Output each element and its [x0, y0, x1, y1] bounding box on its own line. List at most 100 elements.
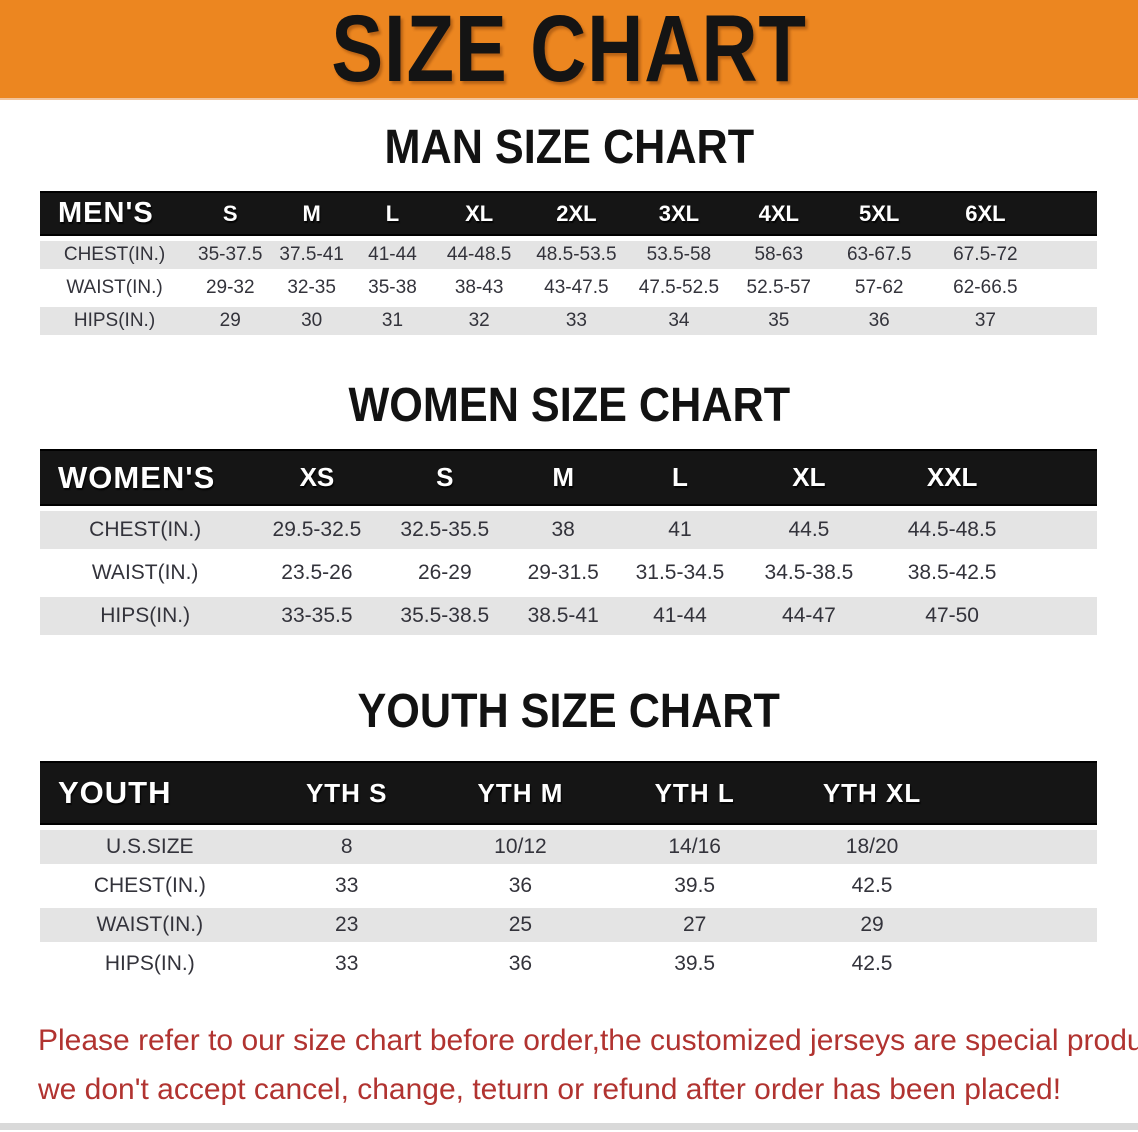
- measurement-label: CHEST(IN.): [40, 511, 251, 549]
- table-row: CHEST(IN.) 35-37.5 37.5-41 41-44 44-48.5 48.5…: [40, 241, 1097, 269]
- table-row: HIPS(IN.) 33 36 39.5 42.5: [40, 947, 1097, 981]
- youth-size-table: YOUTH YTH S YTH M YTH L YTH XL U.S.SIZE 8 10/12…: [40, 756, 1097, 986]
- size-column-header: XL: [739, 449, 879, 506]
- table-row: U.S.SIZE 8 10/12 14/16 18/20: [40, 830, 1097, 864]
- size-value: 18/20: [782, 830, 962, 864]
- measurement-label: WAIST(IN.): [40, 274, 190, 302]
- youth-size-heading-text: YOUTH SIZE CHART: [357, 685, 781, 738]
- table-row: HIPS(IN.) 29 30 31 32 33 34 35 36 37: [40, 307, 1097, 335]
- size-value: 34.5-38.5: [739, 554, 879, 592]
- size-value: 36: [433, 869, 608, 903]
- size-column-header: YTH M: [433, 761, 608, 825]
- size-value: 33: [525, 307, 628, 335]
- row-filler: [961, 869, 1097, 903]
- measurement-label: WAIST(IN.): [40, 554, 251, 592]
- size-column-header: 6XL: [930, 191, 1040, 236]
- disclaimer-line-2: we don't accept cancel, change, teturn o…: [38, 1073, 1062, 1106]
- size-value: 27: [607, 908, 783, 942]
- size-value: 32: [433, 307, 526, 335]
- size-value: 36: [827, 307, 931, 335]
- size-column-header: 3XL: [627, 191, 731, 236]
- size-value: 29.5-32.5: [250, 511, 384, 549]
- youth-size-heading: YOUTH SIZE CHART: [0, 686, 1138, 738]
- page-title: SIZE CHART: [331, 0, 807, 102]
- measurement-label: CHEST(IN.): [40, 241, 190, 269]
- size-value: 34: [627, 307, 731, 335]
- table-corner-label: MEN'S: [40, 191, 190, 236]
- size-column-header: XXL: [878, 449, 1027, 506]
- women-size-heading: WOMEN SIZE CHART: [0, 380, 1138, 432]
- size-column-header: L: [620, 449, 740, 506]
- size-value: 38.5-41: [506, 597, 621, 635]
- row-filler: [1026, 554, 1097, 592]
- size-header-row: YOUTH YTH S YTH M YTH L YTH XL: [40, 761, 1097, 825]
- size-value: 44-48.5: [433, 241, 526, 269]
- size-value: 58-63: [730, 241, 828, 269]
- size-value: 23: [259, 908, 434, 942]
- size-value: 63-67.5: [827, 241, 931, 269]
- size-value: 30: [271, 307, 352, 335]
- size-column-header: M: [271, 191, 352, 236]
- measurement-label: HIPS(IN.): [40, 597, 251, 635]
- size-value: 38-43: [433, 274, 526, 302]
- size-column-header: YTH S: [259, 761, 434, 825]
- row-filler: [1039, 274, 1097, 302]
- size-column-header: M: [506, 449, 621, 506]
- size-column-header: S: [383, 449, 507, 506]
- table-row: WAIST(IN.) 23.5-26 26-29 29-31.5 31.5-34.5 34…: [40, 554, 1097, 592]
- table-corner-label: YOUTH: [40, 761, 260, 825]
- header-filler: [961, 761, 1097, 825]
- size-value: 47.5-52.5: [627, 274, 731, 302]
- size-value: 41-44: [620, 597, 740, 635]
- table-row: CHEST(IN.) 33 36 39.5 42.5: [40, 869, 1097, 903]
- size-value: 35-37.5: [189, 241, 272, 269]
- size-value: 39.5: [607, 947, 783, 981]
- size-value: 57-62: [827, 274, 931, 302]
- row-filler: [1039, 241, 1097, 269]
- table-corner-label: WOMEN'S: [40, 449, 251, 506]
- youth-size-section: YOUTH SIZE CHART YOUTH YTH S YTH M YTH L YTH…: [0, 686, 1138, 986]
- banner: SIZE CHART: [0, 0, 1138, 100]
- measurement-label: WAIST(IN.): [40, 908, 260, 942]
- man-size-heading: MAN SIZE CHART: [0, 122, 1138, 174]
- size-value: 44.5-48.5: [878, 511, 1027, 549]
- size-value: 42.5: [782, 947, 962, 981]
- size-value: 25: [433, 908, 608, 942]
- size-value: 10/12: [433, 830, 608, 864]
- size-value: 31: [351, 307, 434, 335]
- size-value: 41: [620, 511, 740, 549]
- size-value: 33: [259, 947, 434, 981]
- size-value: 32.5-35.5: [383, 511, 507, 549]
- row-filler: [961, 830, 1097, 864]
- size-value: 42.5: [782, 869, 962, 903]
- size-column-header: 5XL: [827, 191, 931, 236]
- size-value: 37.5-41: [271, 241, 352, 269]
- size-column-header: YTH L: [607, 761, 783, 825]
- size-column-header: 2XL: [525, 191, 628, 236]
- size-value: 37: [930, 307, 1040, 335]
- man-size-table: MEN'S S M L XL 2XL 3XL 4XL 5XL 6XL CHEST(IN.) 35-37…: [40, 186, 1097, 340]
- size-value: 26-29: [383, 554, 507, 592]
- size-value: 33: [259, 869, 434, 903]
- size-value: 31.5-34.5: [620, 554, 740, 592]
- size-value: 29: [189, 307, 272, 335]
- size-value: 53.5-58: [627, 241, 731, 269]
- measurement-label: HIPS(IN.): [40, 947, 260, 981]
- disclaimer-line-1: Please refer to our size chart before or…: [38, 1024, 1138, 1057]
- size-column-header: L: [351, 191, 434, 236]
- measurement-label: CHEST(IN.): [40, 869, 260, 903]
- measurement-label: U.S.SIZE: [40, 830, 260, 864]
- size-column-header: YTH XL: [782, 761, 962, 825]
- size-value: 35: [730, 307, 828, 335]
- header-filler: [1026, 449, 1097, 506]
- size-value: 33-35.5: [250, 597, 384, 635]
- size-value: 43-47.5: [525, 274, 628, 302]
- size-header-row: MEN'S S M L XL 2XL 3XL 4XL 5XL 6XL: [40, 191, 1097, 236]
- man-size-section: MAN SIZE CHART MEN'S S M L XL 2XL 3XL 4XL 5XL 6XL…: [0, 122, 1138, 340]
- size-value: 35-38: [351, 274, 434, 302]
- table-row: HIPS(IN.) 33-35.5 35.5-38.5 38.5-41 41-44 44-…: [40, 597, 1097, 635]
- size-value: 52.5-57: [730, 274, 828, 302]
- size-value: 32-35: [271, 274, 352, 302]
- women-size-table: WOMEN'S XS S M L XL XXL CHEST(IN.) 29.5-32.5 32.5…: [40, 444, 1097, 640]
